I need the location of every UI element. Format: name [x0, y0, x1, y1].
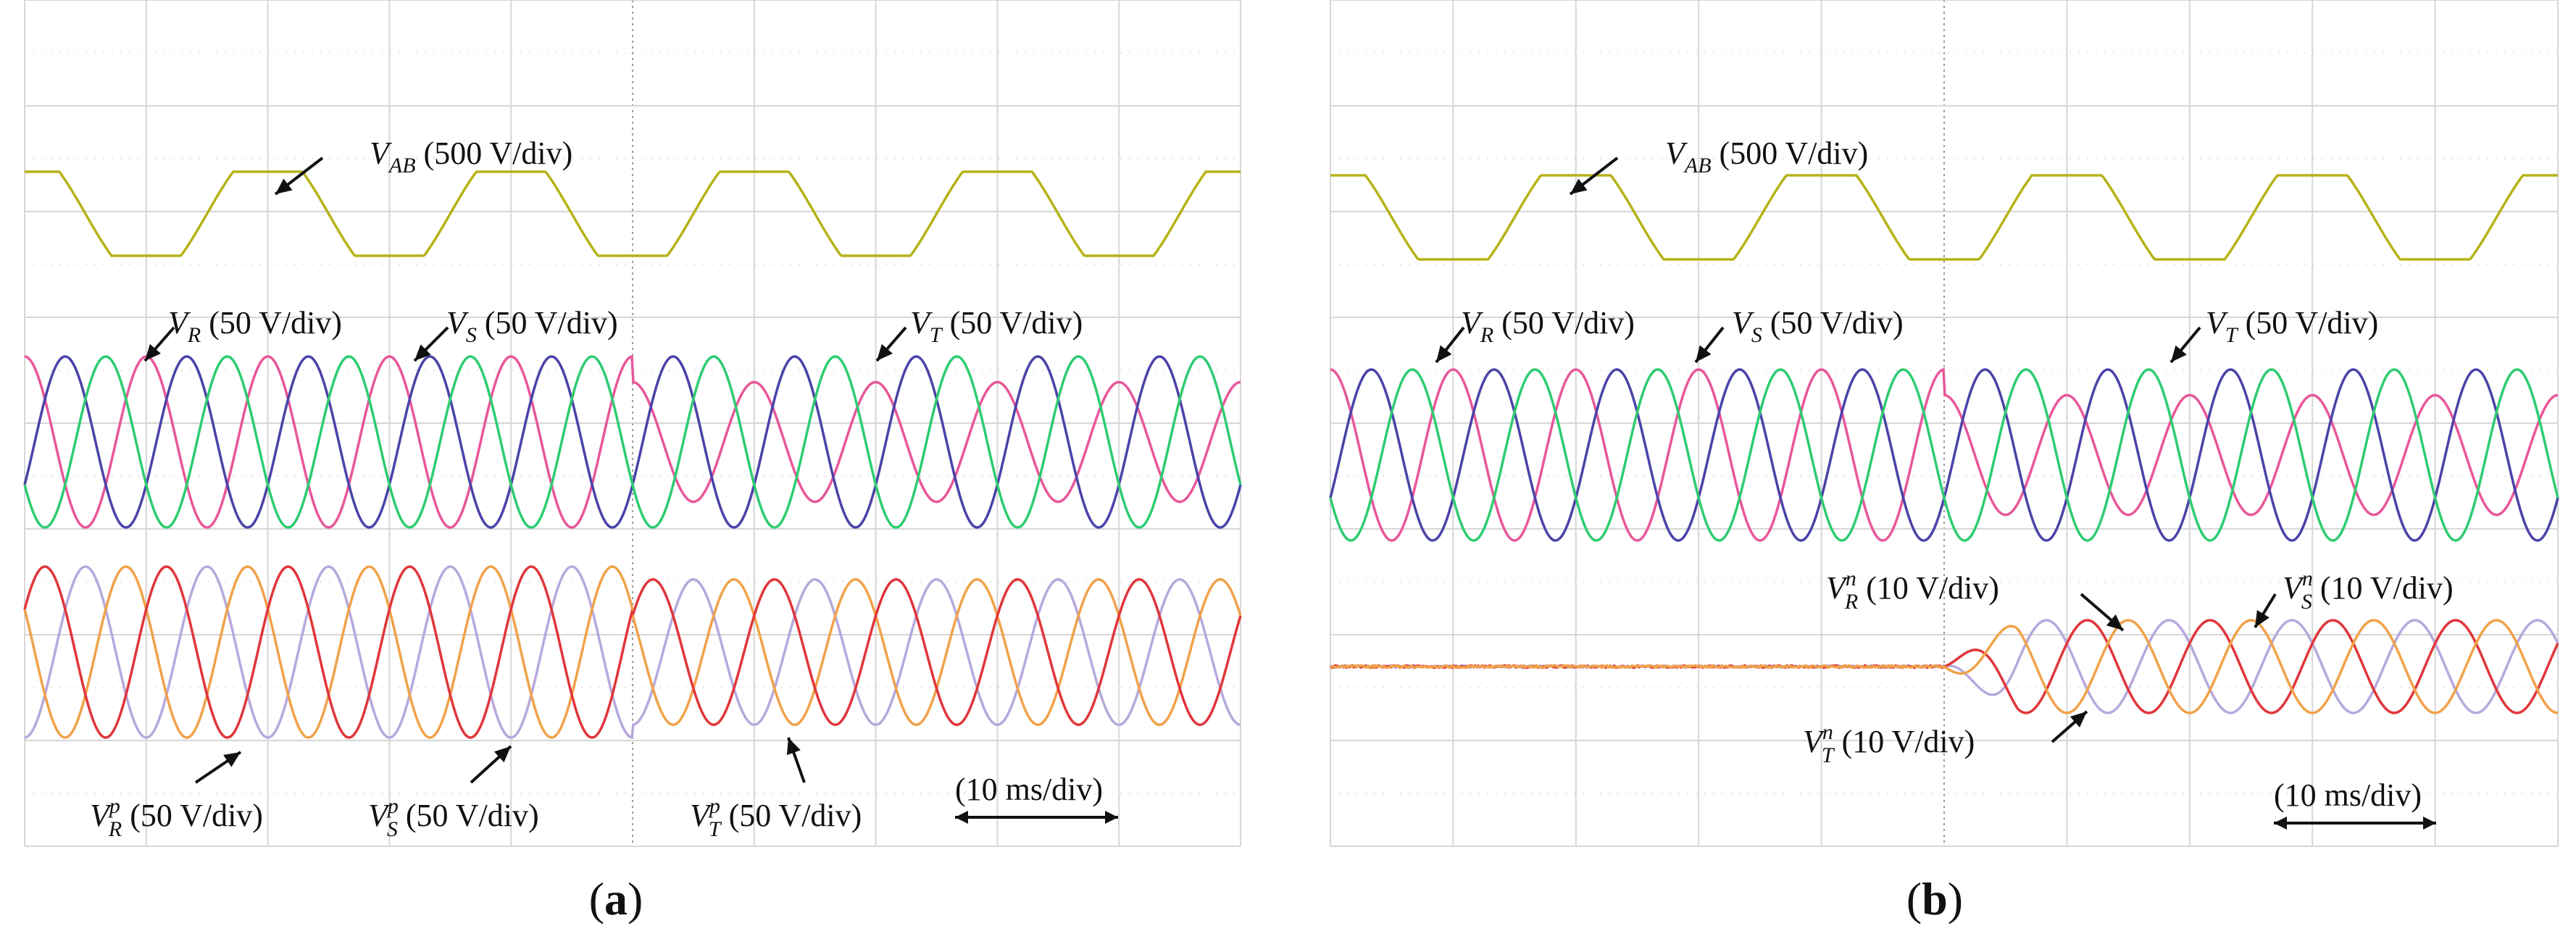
time-scale-arrowhead-left [2274, 817, 2287, 830]
series-label-scale: (500 V/div) [416, 135, 573, 171]
series-VAB [25, 172, 1241, 256]
panel-b: VAB (500 V/div) VR (50 V/div) VS (50 V/div… [1330, 0, 2558, 925]
time-scale-arrowhead-left [955, 811, 968, 824]
series-label-scale: (500 V/div) [1712, 135, 1869, 171]
series-VR [1330, 370, 2558, 541]
series-label-scale: (10 V/div) [2312, 570, 2454, 606]
caption-open: ( [589, 873, 604, 925]
series-label-VR: VR (50 V/div) [168, 305, 342, 347]
series-label-sup: n [2302, 567, 2313, 590]
caption-close: ) [628, 873, 643, 925]
series-label-scale: (50 V/div) [1493, 305, 1635, 341]
annotation-arrowhead [1570, 179, 1588, 194]
series-label-sub: R [1844, 590, 1858, 614]
series-label-sup: p [108, 794, 120, 818]
series-label-sub: R [1480, 323, 1493, 347]
series-label-sub: AB [1683, 154, 1712, 178]
series-label-scale: (50 V/div) [122, 798, 263, 833]
series-label-scale: (10 V/div) [1858, 570, 1999, 606]
time-scale-arrowhead-right [2423, 817, 2436, 830]
grid [25, 0, 1241, 846]
series-label-sub: S [1751, 323, 1762, 347]
series-label-sub: R [108, 817, 122, 841]
series-VAB [1330, 175, 2558, 259]
series-label-scale: (50 V/div) [201, 305, 342, 341]
series-label-sup: p [386, 794, 399, 818]
series-label-scale: (50 V/div) [2238, 305, 2379, 341]
series-label-sub: S [2301, 590, 2312, 614]
series-label-sub: R [187, 323, 201, 347]
series-label-sup: p [708, 794, 720, 818]
series-label-sup: n [1846, 567, 1856, 590]
time-scale-label: (10 ms/div) [2274, 777, 2422, 813]
series-label-VS: VS (50 V/div) [446, 305, 618, 347]
series-label-VAB: VAB (500 V/div) [1665, 135, 1868, 178]
series-label-sub: S [387, 817, 398, 841]
series-label-VRn: Vn R (10 V/div) [1826, 567, 1999, 614]
series-label-sup: n [1822, 720, 1833, 744]
caption-close: ) [1948, 873, 1963, 925]
series-label-VR: VR (50 V/div) [1461, 305, 1635, 347]
series-label-VT: VT (50 V/div) [2206, 305, 2378, 347]
series-label-scale: (50 V/div) [398, 798, 539, 833]
annotation-arrowhead [223, 752, 241, 767]
series-label-VS: VS (50 V/div) [1732, 305, 1904, 347]
series-label-scale: (50 V/div) [477, 305, 618, 341]
time-scale-arrowhead-right [1105, 811, 1118, 824]
time-scale-label: (10 ms/div) [955, 772, 1103, 807]
panel-a: VAB (500 V/div)VR (50 V/div) VS (50 V/div… [25, 0, 1241, 925]
caption-letter: b [1922, 873, 1948, 925]
grid [1330, 0, 2558, 846]
series-label-scale: (50 V/div) [1762, 305, 1904, 341]
series-label-sub: S [466, 323, 477, 347]
caption-letter: a [604, 873, 628, 925]
series-label-scale: (50 V/div) [721, 798, 862, 833]
panel-caption: (b) [1906, 873, 1963, 925]
series-label-sub: AB [388, 154, 416, 178]
annotation-arrowhead [2255, 610, 2269, 627]
series-label-scale: (10 V/div) [1834, 724, 1975, 759]
series-label-VSp: Vp S (50 V/div) [368, 794, 539, 841]
series-label-VRp: Vp R (50 V/div) [90, 794, 263, 841]
series-label-VTn: Vn T (10 V/div) [1803, 720, 1975, 767]
series-label-VT: VT (50 V/div) [910, 305, 1083, 347]
panel-caption: (a) [589, 873, 643, 925]
series-label-VTp: Vp T (50 V/div) [690, 794, 862, 841]
series-label-VSn: Vn S (10 V/div) [2283, 567, 2454, 614]
series-label-scale: (50 V/div) [942, 305, 1083, 341]
annotation-arrowhead [275, 179, 293, 194]
caption-open: ( [1906, 873, 1922, 925]
